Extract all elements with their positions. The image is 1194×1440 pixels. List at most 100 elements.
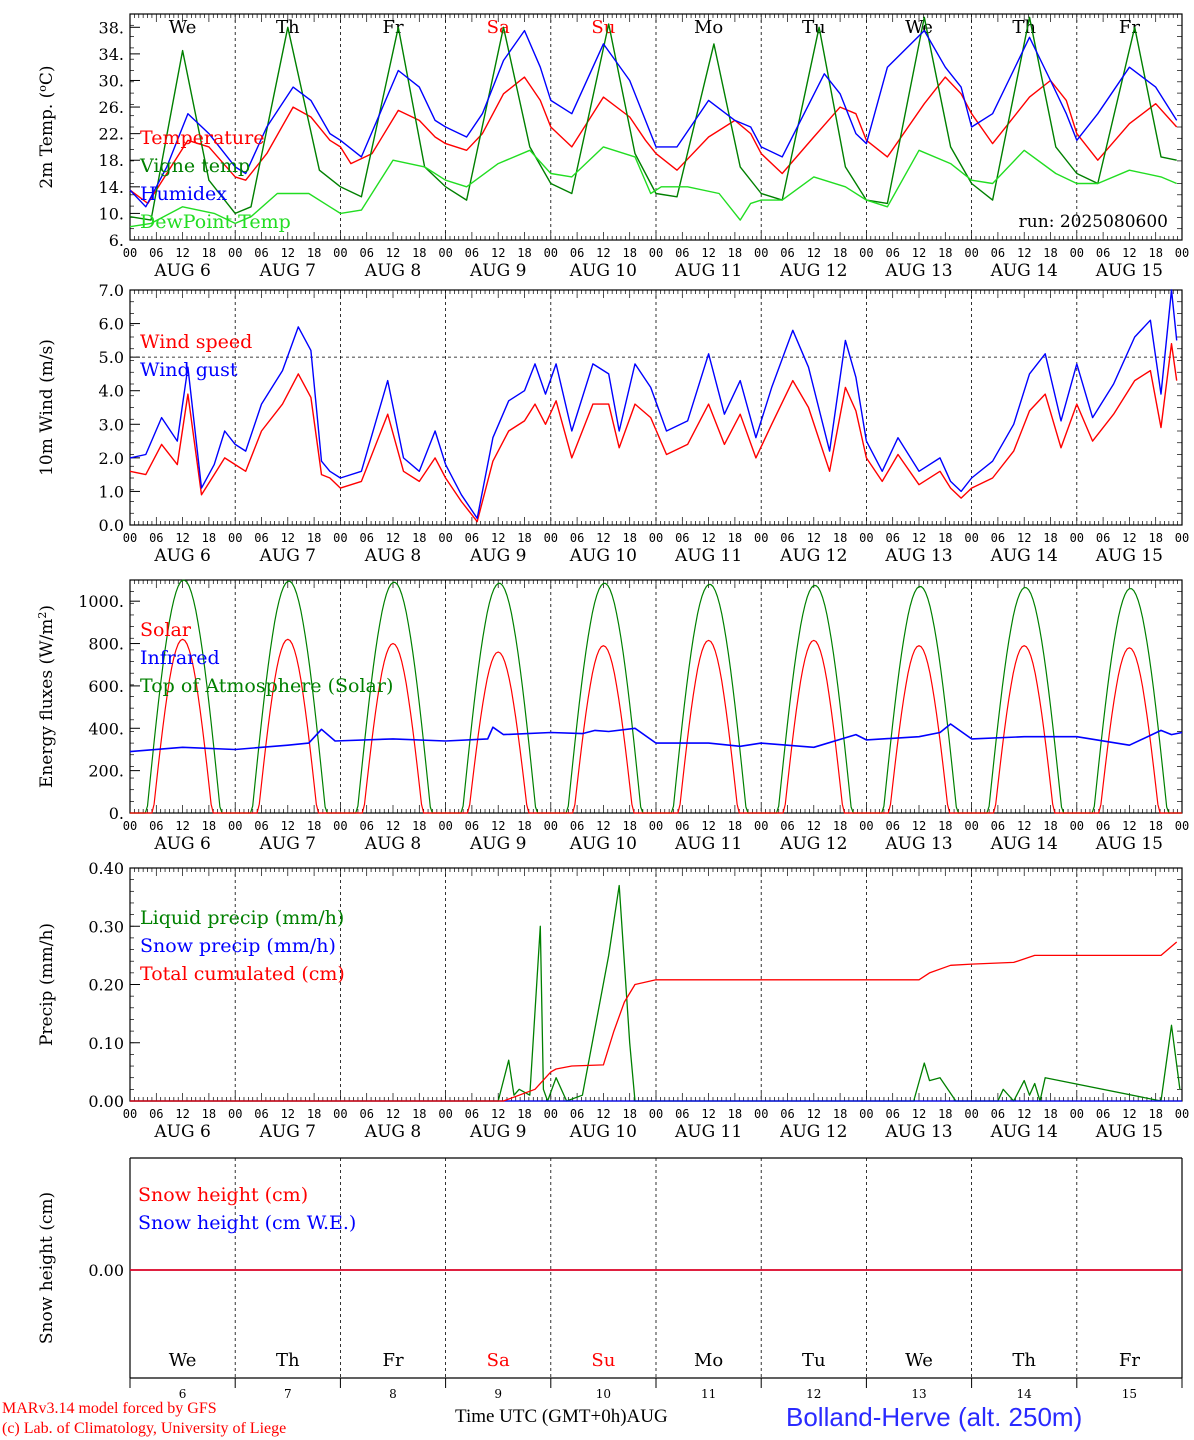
date-label: AUG 9	[469, 546, 526, 566]
hour-label: 00	[859, 1107, 873, 1121]
hour-label: 00	[228, 246, 242, 260]
legend-snow-height-cm: Snow height (cm)	[138, 1184, 308, 1206]
hour-label: 12	[491, 246, 505, 260]
date-label: AUG 12	[779, 834, 847, 854]
hour-label: 06	[254, 1107, 268, 1121]
weekday-label: Fr	[1119, 17, 1140, 38]
date-label: AUG 15	[1095, 1122, 1163, 1142]
hour-label: 18	[1043, 531, 1057, 545]
hour-label: 06	[254, 531, 268, 545]
hour-label: 12	[175, 1107, 189, 1121]
hour-label: 06	[1096, 531, 1110, 545]
hour-label: 12	[175, 531, 189, 545]
series-vigne-temp	[129, 16, 1177, 221]
hour-label: 00	[859, 819, 873, 833]
hour-label: 00	[1175, 1107, 1189, 1121]
hour-label: 06	[780, 819, 794, 833]
hour-label: 18	[412, 1107, 426, 1121]
y-tick-label: 7.0	[99, 281, 124, 300]
y-tick-label: 200.	[88, 762, 124, 781]
date-label: AUG 14	[990, 261, 1058, 281]
hour-label: 06	[570, 819, 584, 833]
hour-label: 06	[780, 531, 794, 545]
hour-label: 18	[307, 531, 321, 545]
y-tick-label: 34.	[99, 45, 124, 64]
date-label: AUG 14	[990, 1122, 1058, 1142]
series-temperature	[129, 76, 1178, 205]
date-label: AUG 8	[364, 261, 421, 281]
hour-label: 12	[491, 819, 505, 833]
hour-label: 06	[1096, 1107, 1110, 1121]
date-label: AUG 12	[779, 261, 847, 281]
hour-label: 12	[1122, 531, 1136, 545]
hour-label: 06	[885, 246, 899, 260]
weekday-label: Fr	[382, 17, 403, 38]
weekday-label: Th	[1012, 1350, 1036, 1371]
hour-label: 18	[412, 819, 426, 833]
date-label: AUG 13	[884, 261, 952, 281]
hour-label: 18	[938, 1107, 952, 1121]
hour-label: 00	[438, 531, 452, 545]
date-label: AUG 15	[1095, 546, 1163, 566]
hour-label: 18	[1148, 1107, 1162, 1121]
y-tick-label: 10.	[99, 204, 124, 223]
hour-label: 06	[991, 819, 1005, 833]
day-number: 6	[179, 1387, 187, 1401]
series-infrared	[129, 723, 1183, 753]
hour-label: 12	[912, 531, 926, 545]
y-axis-label-temp: 2m Temp. (oC)	[36, 65, 58, 188]
hour-label: 06	[359, 246, 373, 260]
y-tick-label: 400.	[88, 719, 124, 738]
date-label: AUG 13	[884, 546, 952, 566]
date-label: AUG 15	[1095, 834, 1163, 854]
time-axis-label: Time UTC (GMT+0h)AUG	[455, 1406, 668, 1427]
hour-label: 06	[780, 1107, 794, 1121]
hour-label: 06	[885, 531, 899, 545]
series-wind-gust	[129, 289, 1178, 519]
hour-label: 12	[807, 819, 821, 833]
weekday-label: We	[905, 17, 933, 38]
hour-label: 18	[517, 1107, 531, 1121]
y-tick-label: 1000.	[78, 592, 124, 611]
date-label: AUG 7	[259, 834, 316, 854]
hour-label: 12	[1122, 819, 1136, 833]
hour-label: 18	[938, 531, 952, 545]
hour-label: 12	[807, 1107, 821, 1121]
hour-label: 00	[964, 246, 978, 260]
hour-label: 00	[228, 531, 242, 545]
y-axis-label-energy: Energy fluxes (W/m2)	[36, 605, 58, 788]
hour-label: 06	[465, 1107, 479, 1121]
hour-label: 06	[465, 246, 479, 260]
hour-label: 18	[833, 819, 847, 833]
hour-label: 00	[1175, 531, 1189, 545]
hour-label: 00	[964, 531, 978, 545]
hour-label: 12	[701, 531, 715, 545]
y-tick-label: 800.	[88, 635, 124, 654]
weekday-label: Mo	[694, 1350, 723, 1371]
hour-label: 18	[938, 246, 952, 260]
date-label: AUG 9	[469, 834, 526, 854]
hour-label: 18	[517, 246, 531, 260]
hour-label: 18	[1043, 1107, 1057, 1121]
y-tick-label: 600.	[88, 677, 124, 696]
date-label: AUG 7	[259, 546, 316, 566]
hour-label: 12	[175, 819, 189, 833]
hour-label: 12	[912, 1107, 926, 1121]
hour-label: 00	[228, 819, 242, 833]
hour-label: 12	[386, 819, 400, 833]
y-tick-label: 26.	[99, 98, 124, 117]
series-dewpoint-temp	[129, 146, 1177, 228]
hour-label: 00	[964, 1107, 978, 1121]
date-label: AUG 12	[779, 546, 847, 566]
hour-label: 06	[149, 531, 163, 545]
hour-label: 12	[491, 1107, 505, 1121]
hour-label: 00	[333, 819, 347, 833]
day-number: 15	[1122, 1387, 1137, 1401]
hour-label: 18	[307, 819, 321, 833]
hour-label: 00	[333, 1107, 347, 1121]
hour-label: 00	[1070, 246, 1084, 260]
hour-label: 06	[149, 819, 163, 833]
y-tick-label: 5.0	[99, 348, 124, 367]
date-label: AUG 6	[153, 261, 210, 281]
lab-credit: (c) Lab. of Climatology, University of L…	[2, 1420, 287, 1437]
